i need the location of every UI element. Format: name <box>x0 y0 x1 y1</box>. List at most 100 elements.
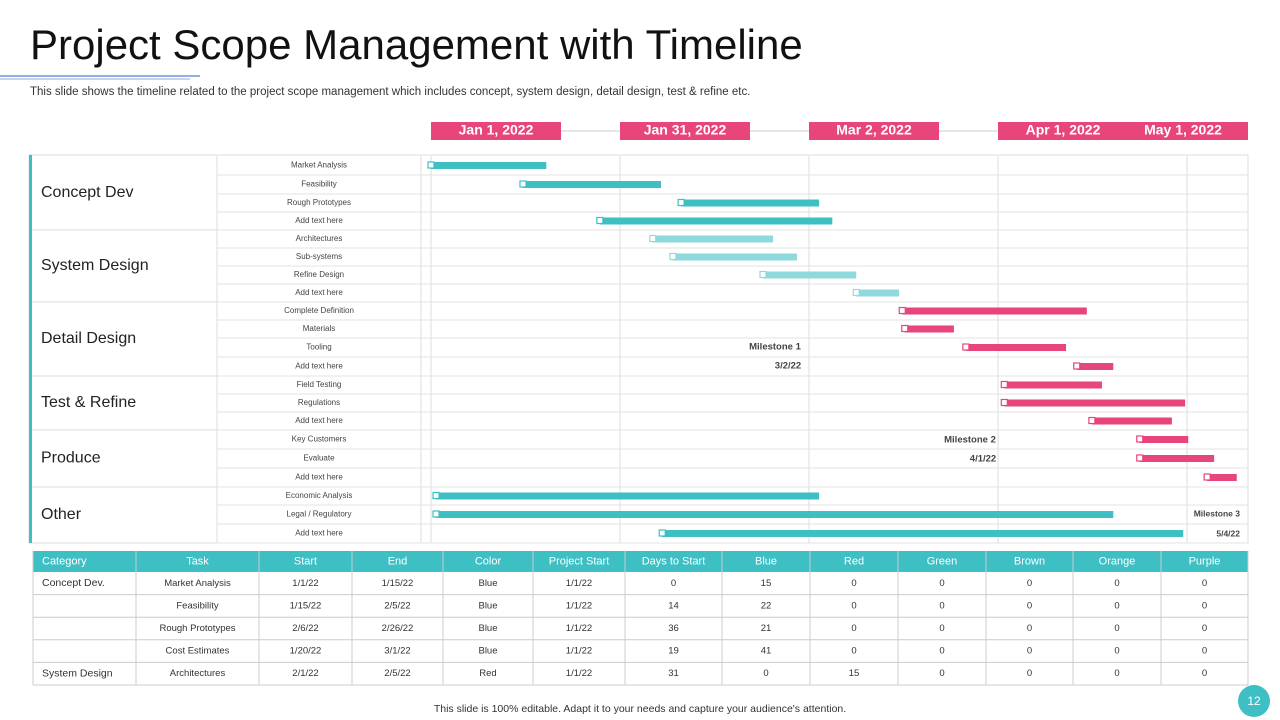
group-name: Other <box>41 506 82 523</box>
table-cell: 2/1/22 <box>292 668 318 679</box>
start-marker <box>901 324 909 333</box>
table-cell: Market Analysis <box>164 578 231 589</box>
task-name: Add text here <box>295 288 343 297</box>
task-name: Add text here <box>295 416 343 425</box>
table-cell: 2/26/22 <box>382 623 414 634</box>
date-pill <box>620 122 750 140</box>
start-marker <box>519 180 527 188</box>
table-header: End <box>388 555 408 567</box>
table-cell: 0 <box>939 600 944 611</box>
start-marker <box>759 270 767 279</box>
start-marker <box>1000 398 1008 407</box>
group-name: Detail Design <box>41 330 136 347</box>
table-cell: 19 <box>668 646 679 657</box>
table-cell: 1/1/22 <box>566 600 592 611</box>
start-marker <box>1203 473 1211 481</box>
group-name: System Design <box>41 257 149 274</box>
table-cell: Blue <box>478 600 497 611</box>
task-name: Evaluate <box>303 454 335 463</box>
table-header: Days to Start <box>642 555 706 567</box>
table-cell: 0 <box>1202 646 1207 657</box>
start-marker <box>658 529 666 537</box>
page-number: 12 <box>1247 694 1261 708</box>
table-header: Orange <box>1099 555 1136 567</box>
task-name: Tooling <box>306 343 331 352</box>
start-marker <box>677 198 685 207</box>
task-bar <box>1004 381 1102 389</box>
table-cell: 0 <box>1027 646 1032 657</box>
milestone-date: 4/1/22 <box>970 454 996 465</box>
table-header: Brown <box>1014 555 1045 567</box>
table-cell: 0 <box>1202 578 1207 589</box>
task-name: Market Analysis <box>291 161 347 170</box>
table-cell: Red <box>479 668 496 679</box>
footer-note: This slide is 100% editable. Adapt it to… <box>434 703 846 715</box>
task-bar <box>662 530 1184 537</box>
milestone-label: Milestone 2 <box>944 435 996 446</box>
date-pill <box>809 122 939 140</box>
table-cell: 0 <box>851 600 856 611</box>
start-marker <box>427 161 435 169</box>
task-bar <box>436 511 1114 518</box>
milestone-date: 3/2/22 <box>775 361 801 372</box>
table-cell: 0 <box>851 578 856 589</box>
task-name: Architectures <box>296 234 343 243</box>
table-cell: 0 <box>1202 600 1207 611</box>
table-cell: 1/1/22 <box>566 623 592 634</box>
task-name: Rough Prototypes <box>287 198 351 207</box>
table-cell: 0 <box>1027 600 1032 611</box>
table-cell: 1/15/22 <box>382 578 414 589</box>
start-marker <box>1136 454 1144 462</box>
table-cell: Concept Dev. <box>42 577 105 589</box>
table-cell: 0 <box>851 623 856 634</box>
table-header: Color <box>475 555 502 567</box>
date-pill <box>998 122 1128 140</box>
table-cell: Feasibility <box>176 600 218 611</box>
task-bar <box>1091 417 1172 425</box>
group-name: Produce <box>41 450 101 467</box>
table-cell: Rough Prototypes <box>159 623 235 634</box>
start-marker <box>1073 362 1081 370</box>
start-marker <box>1136 435 1144 443</box>
start-marker <box>649 234 657 243</box>
start-marker <box>852 288 860 297</box>
table-cell: Blue <box>478 578 497 589</box>
start-marker <box>962 343 970 351</box>
table-cell: 1/1/22 <box>566 646 592 657</box>
task-bar <box>431 162 547 169</box>
table-cell: 2/5/22 <box>384 600 410 611</box>
task-name: Economic Analysis <box>286 491 353 500</box>
task-name: Add text here <box>295 362 343 371</box>
start-marker <box>596 216 604 225</box>
start-marker <box>669 252 677 261</box>
start-marker <box>432 491 440 500</box>
task-bar <box>1076 363 1114 370</box>
table-cell: 1/1/22 <box>292 578 318 589</box>
task-bar <box>599 217 833 225</box>
start-marker <box>1000 380 1008 389</box>
table-cell: 41 <box>761 646 772 657</box>
table-cell: 2/5/22 <box>384 668 410 679</box>
task-bar <box>1004 399 1186 407</box>
task-bar <box>672 253 798 261</box>
table-cell: 0 <box>939 646 944 657</box>
table-header: Category <box>42 555 87 567</box>
table-cell: Blue <box>478 646 497 657</box>
table-cell: 0 <box>1114 646 1119 657</box>
table-cell: 0 <box>1114 578 1119 589</box>
task-bar <box>1139 436 1189 443</box>
task-name: Sub-systems <box>296 252 342 261</box>
table-cell: 0 <box>1027 578 1032 589</box>
table-cell: 0 <box>671 578 676 589</box>
task-bar <box>965 344 1067 351</box>
task-name: Refine Design <box>294 270 344 279</box>
task-bar <box>902 307 1087 315</box>
table-cell: 0 <box>939 623 944 634</box>
date-pill <box>431 122 561 140</box>
table-header: Start <box>294 555 317 567</box>
task-name: Materials <box>303 324 335 333</box>
table-cell: 3/1/22 <box>384 646 410 657</box>
task-bar <box>763 271 857 279</box>
table-header: Red <box>844 555 864 567</box>
